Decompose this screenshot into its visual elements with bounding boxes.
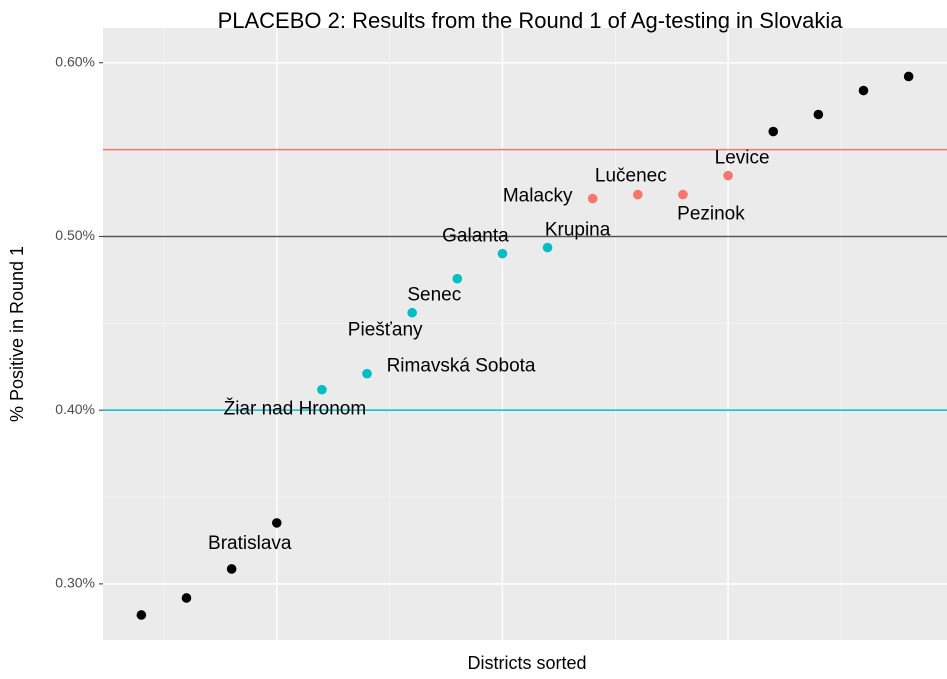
point [226,564,237,574]
point-label: Rimavská Sobota [387,356,536,377]
point [678,189,688,200]
x-axis-label: Districts sorted [467,653,586,673]
point [768,126,779,137]
point-label: Galanta [442,226,509,247]
point [317,384,327,395]
point-label: Bratislava [208,533,292,554]
point [903,71,914,82]
point [452,273,463,284]
point-label: Levice [715,148,770,169]
point [633,189,643,200]
y-tick-label: 0.60% [55,53,95,69]
point-label: Piešťany [348,320,423,341]
point [587,193,598,204]
y-axis-label: % Positive in Round 1 [7,246,27,422]
y-tick-label: 0.50% [55,227,95,243]
point-label: Pezinok [677,204,745,225]
point [407,307,417,318]
point [723,170,733,181]
point [497,248,508,259]
point-label: Senec [407,285,461,306]
point [181,593,192,603]
point [858,85,869,96]
point-label: Malacky [503,186,573,207]
point-label: Lučenec [595,166,667,187]
point [813,109,824,120]
point [271,518,282,528]
y-tick-label: 0.30% [55,575,95,591]
y-tick-label: 0.40% [55,401,95,417]
point [542,242,553,253]
point [136,610,147,620]
point [362,368,372,379]
chart-title: PLACEBO 2: Results from the Round 1 of A… [218,8,844,33]
point-label: Krupina [545,220,611,241]
point-label: Žiar nad Hronom [224,398,367,420]
panel [103,28,947,640]
